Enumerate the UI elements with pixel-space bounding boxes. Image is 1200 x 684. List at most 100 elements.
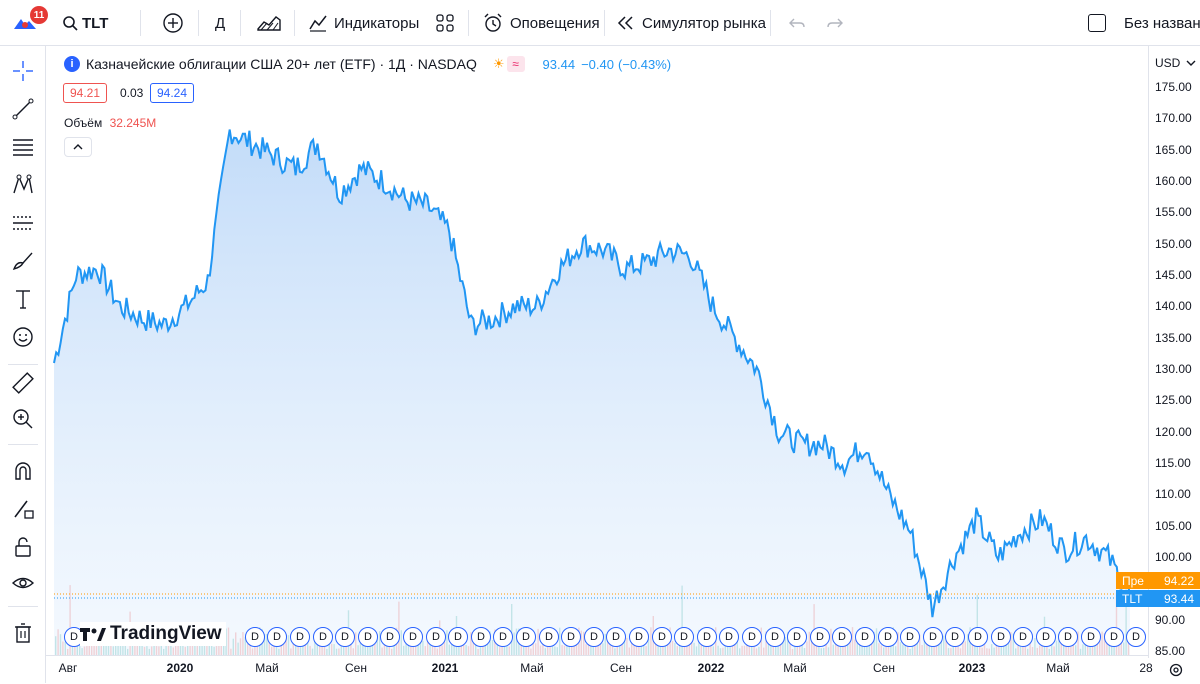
dividend-mark[interactable]: D	[493, 627, 513, 647]
volume-bar	[1075, 645, 1077, 655]
emoji-tool[interactable]	[8, 322, 38, 352]
zoom-tool[interactable]	[8, 404, 38, 434]
dividend-mark[interactable]: D	[765, 627, 785, 647]
magnet-tool[interactable]	[8, 456, 38, 486]
templates-button[interactable]	[436, 0, 454, 46]
dividend-mark[interactable]: D	[245, 627, 265, 647]
dividend-mark[interactable]: D	[697, 627, 717, 647]
fib-tool[interactable]	[8, 132, 38, 162]
delete-tool[interactable]	[8, 618, 38, 648]
dividend-mark[interactable]: D	[923, 627, 943, 647]
dividend-mark[interactable]: D	[900, 627, 920, 647]
dividend-mark[interactable]: D	[290, 627, 310, 647]
pattern-tool[interactable]	[8, 170, 38, 200]
currency-selector[interactable]: USD	[1155, 56, 1196, 70]
layout-name[interactable]: Без названия	[1124, 14, 1200, 32]
chart-type-button[interactable]	[256, 0, 282, 46]
volume-bar	[717, 645, 719, 655]
trend-line-tool[interactable]	[8, 94, 38, 124]
redo-button[interactable]	[826, 0, 844, 46]
ruler-tool[interactable]	[8, 368, 38, 398]
dividend-mark[interactable]: D	[335, 627, 355, 647]
volume-legend[interactable]: Объём 32.245M	[64, 116, 156, 130]
settings-button[interactable]	[1166, 660, 1186, 680]
dividend-mark[interactable]: D	[1126, 627, 1146, 647]
indicators-button[interactable]: Индикаторы	[308, 0, 419, 46]
lock-tool[interactable]	[8, 532, 38, 562]
volume-bar	[242, 632, 244, 655]
bid-price[interactable]: 94.21	[63, 83, 108, 103]
dividend-mark[interactable]: D	[1013, 627, 1033, 647]
price-axis[interactable]: USD	[1148, 46, 1200, 658]
alerts-label: Оповещения	[510, 14, 600, 32]
alerts-button[interactable]: Оповещения	[482, 0, 600, 46]
layout-checkbox[interactable]	[1088, 0, 1106, 46]
dividend-mark[interactable]: D	[1036, 627, 1056, 647]
info-icon[interactable]: i	[64, 56, 80, 72]
brush-tool[interactable]	[8, 246, 38, 276]
time-tick: 2022	[697, 661, 725, 675]
volume-bar	[899, 642, 902, 655]
dividend-mark[interactable]: D	[1058, 627, 1078, 647]
interval-button[interactable]: Д	[215, 14, 226, 32]
time-axis[interactable]	[46, 655, 1148, 684]
dividend-mark[interactable]: D	[991, 627, 1011, 647]
dividend-mark[interactable]: D	[968, 627, 988, 647]
dividend-mark[interactable]: D	[358, 627, 378, 647]
dividend-mark[interactable]: D	[742, 627, 762, 647]
volume-bar	[710, 645, 712, 655]
volume-bar	[947, 648, 950, 655]
symbol-search[interactable]: TLT	[62, 0, 108, 46]
dividend-mark[interactable]: D	[606, 627, 626, 647]
dividend-mark[interactable]: D	[652, 627, 672, 647]
dividend-mark[interactable]: D	[539, 627, 559, 647]
crosshair-tool[interactable]	[8, 56, 38, 86]
dividend-mark[interactable]: D	[719, 627, 739, 647]
legend-title-row[interactable]: i Казначейские облигации США 20+ лет (ET…	[64, 53, 671, 75]
dividend-mark[interactable]: D	[629, 627, 649, 647]
dividend-mark[interactable]: D	[267, 627, 287, 647]
gear-icon	[1169, 663, 1183, 677]
dividend-mark[interactable]: D	[1104, 627, 1124, 647]
dividend-mark[interactable]: D	[584, 627, 604, 647]
replay-button[interactable]: Симулятор рынка	[616, 0, 766, 46]
logo-icon[interactable]	[12, 0, 38, 46]
dividend-mark[interactable]: D	[380, 627, 400, 647]
price-tick: 110.00	[1155, 487, 1191, 502]
dividend-mark[interactable]: D	[787, 627, 807, 647]
dividend-mark[interactable]: D	[561, 627, 581, 647]
text-icon	[16, 290, 30, 309]
dividend-mark[interactable]: D	[674, 627, 694, 647]
volume-bar	[866, 646, 868, 655]
volume-bar	[151, 646, 153, 655]
dividend-mark[interactable]: D	[448, 627, 468, 647]
dividend-mark[interactable]: D	[810, 627, 830, 647]
compare-button[interactable]	[162, 0, 184, 46]
volume-bar	[743, 645, 746, 655]
market-session-icon[interactable]: ☀	[492, 56, 505, 71]
dividend-mark[interactable]: D	[516, 627, 536, 647]
wave-icon[interactable]: ≈	[506, 56, 525, 72]
dividend-mark[interactable]: D	[471, 627, 491, 647]
dividend-mark[interactable]: D	[855, 627, 875, 647]
dividend-mark[interactable]: D	[945, 627, 965, 647]
volume-bar	[237, 642, 239, 655]
volume-bar	[758, 646, 760, 655]
projection-tool[interactable]	[8, 208, 38, 238]
lock-drawing-tool[interactable]	[8, 494, 38, 524]
undo-button[interactable]	[788, 0, 806, 46]
volume-bar	[1017, 645, 1019, 655]
text-tool[interactable]	[8, 284, 38, 314]
visibility-tool[interactable]	[8, 568, 38, 598]
dividend-mark[interactable]: D	[313, 627, 333, 647]
dividend-mark[interactable]: D	[1081, 627, 1101, 647]
dividend-mark[interactable]: D	[426, 627, 446, 647]
dividend-mark[interactable]: D	[403, 627, 423, 647]
volume-bar	[674, 642, 676, 655]
volume-bar	[83, 646, 86, 655]
ask-price[interactable]: 94.24	[150, 83, 195, 103]
dividend-mark[interactable]: D	[832, 627, 852, 647]
volume-bar	[832, 644, 834, 655]
collapse-legend-button[interactable]	[64, 137, 92, 157]
dividend-mark[interactable]: D	[878, 627, 898, 647]
